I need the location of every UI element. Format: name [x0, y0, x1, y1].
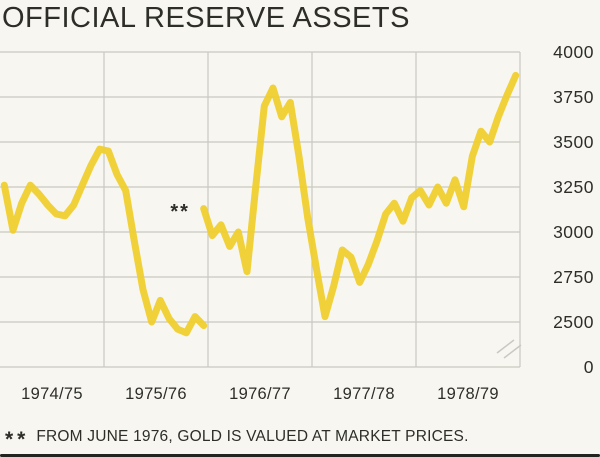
y-tick-label: 2500 — [553, 312, 594, 332]
y-tick-label: 0 — [583, 357, 594, 377]
reserve-assets-line — [200, 71, 520, 321]
revaluation-annotation-marker: ** — [170, 200, 190, 223]
x-year-label: 1974/75 — [21, 385, 83, 403]
y-tick-label: 2750 — [553, 267, 594, 287]
x-year-label: 1977/78 — [333, 385, 395, 403]
reserve-assets-line — [0, 145, 208, 337]
scan-edge-artifact — [0, 454, 600, 457]
footnote-text: FROM JUNE 1976, GOLD IS VALUED AT MARKET… — [36, 428, 469, 445]
footnote: ** FROM JUNE 1976, GOLD IS VALUED AT MARK… — [5, 428, 469, 450]
x-year-label: 1978/79 — [437, 385, 499, 403]
y-tick-label: 3000 — [553, 222, 594, 242]
x-year-label: 1975/76 — [125, 385, 187, 403]
chart-title: OFFICIAL RESERVE ASSETS — [2, 2, 410, 34]
axis-break-mark — [496, 339, 515, 354]
footnote-asterisk-marker: ** — [5, 428, 30, 451]
y-tick-label: 4000 — [553, 42, 594, 62]
y-tick-label: 3750 — [553, 87, 594, 107]
y-tick-label: 3500 — [553, 132, 594, 152]
y-tick-label: 3250 — [553, 177, 594, 197]
axis-break-mark — [503, 344, 522, 359]
x-year-label: 1976/77 — [229, 385, 291, 403]
